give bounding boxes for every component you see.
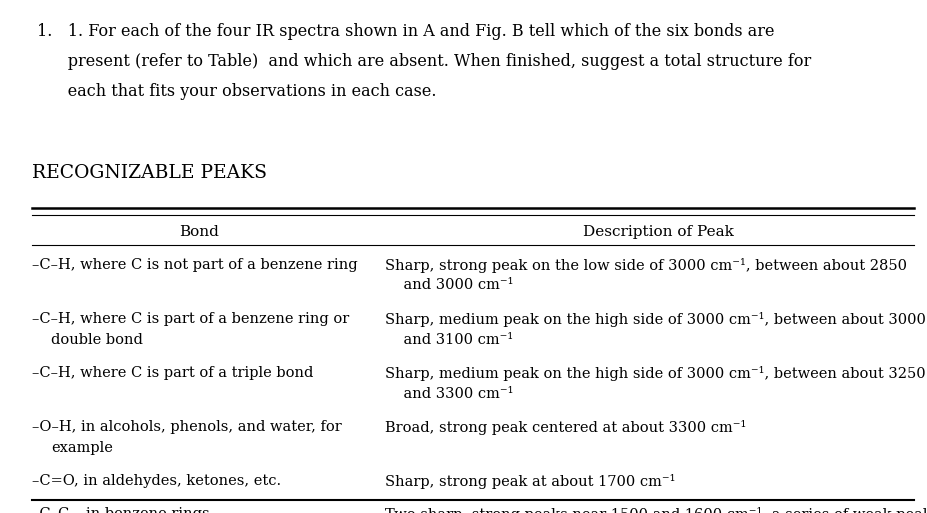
Text: and 3100 cm⁻¹: and 3100 cm⁻¹ xyxy=(385,332,513,346)
Text: Broad, strong peak centered at about 3300 cm⁻¹: Broad, strong peak centered at about 330… xyxy=(385,420,745,435)
Text: Description of Peak: Description of Peak xyxy=(583,225,733,239)
Text: Sharp, strong peak on the low side of 3000 cm⁻¹, between about 2850: Sharp, strong peak on the low side of 30… xyxy=(385,258,907,272)
Text: RECOGNIZABLE PEAKS: RECOGNIZABLE PEAKS xyxy=(32,164,267,182)
Text: 1.   1. For each of the four IR spectra shown in A and Fig. B tell which of the : 1. 1. For each of the four IR spectra sh… xyxy=(37,23,774,40)
Text: –C–H, where C is part of a benzene ring or: –C–H, where C is part of a benzene ring … xyxy=(32,311,349,326)
Text: –C–H, where C is part of a triple bond: –C–H, where C is part of a triple bond xyxy=(32,366,313,380)
Text: –C–C–, in benzene rings: –C–C–, in benzene rings xyxy=(32,507,210,513)
Text: Two sharp, strong peaks near 1500 and 1600 cm⁻¹, a series of weak peaks: Two sharp, strong peaks near 1500 and 16… xyxy=(385,507,927,513)
Text: and 3000 cm⁻¹: and 3000 cm⁻¹ xyxy=(385,279,513,292)
Text: –C=O, in aldehydes, ketones, etc.: –C=O, in aldehydes, ketones, etc. xyxy=(32,473,281,488)
Text: example: example xyxy=(51,441,113,455)
Text: Sharp, medium peak on the high side of 3000 cm⁻¹, between about 3250: Sharp, medium peak on the high side of 3… xyxy=(385,366,925,381)
Text: double bond: double bond xyxy=(51,332,143,346)
Text: and 3300 cm⁻¹: and 3300 cm⁻¹ xyxy=(385,387,513,401)
Text: Sharp, strong peak at about 1700 cm⁻¹: Sharp, strong peak at about 1700 cm⁻¹ xyxy=(385,473,675,489)
Text: each that fits your observations in each case.: each that fits your observations in each… xyxy=(37,83,436,100)
Text: present (refer to Table)  and which are absent. When finished, suggest a total s: present (refer to Table) and which are a… xyxy=(37,53,810,70)
Text: Bond: Bond xyxy=(180,225,219,239)
Text: Sharp, medium peak on the high side of 3000 cm⁻¹, between about 3000: Sharp, medium peak on the high side of 3… xyxy=(385,311,925,327)
Text: –C–H, where C is not part of a benzene ring: –C–H, where C is not part of a benzene r… xyxy=(32,258,358,271)
Text: –O–H, in alcohols, phenols, and water, for: –O–H, in alcohols, phenols, and water, f… xyxy=(32,420,342,433)
